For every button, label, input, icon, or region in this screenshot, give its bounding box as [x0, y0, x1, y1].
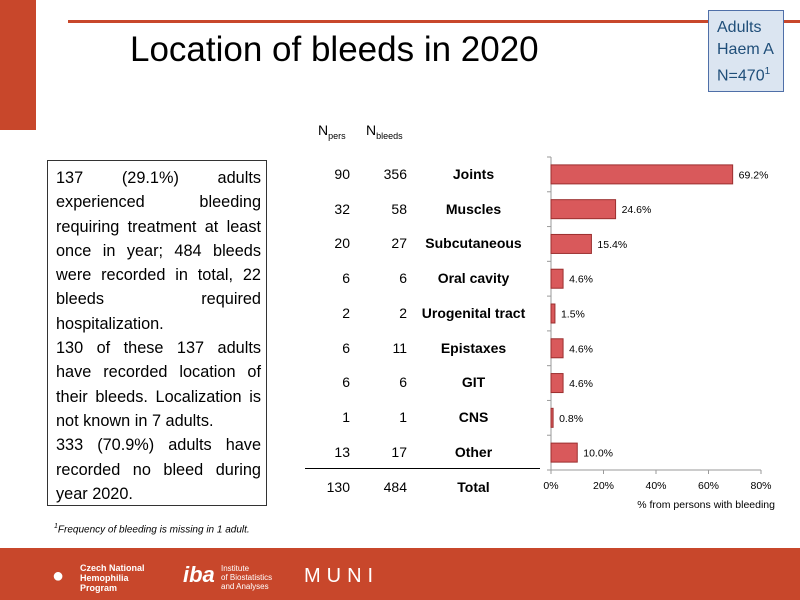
location-cell: CNS	[458, 409, 489, 425]
location-cell: Muscles	[445, 201, 502, 217]
data-label: 1.5%	[561, 309, 585, 321]
npers-cell: 1	[342, 409, 350, 425]
x-axis-title: % from persons with bleeding	[637, 499, 775, 511]
summary-box: 137 (29.1%) adults experienced bleeding …	[47, 160, 267, 506]
nbleeds-cell: 11	[392, 340, 407, 356]
summary-paragraph: 137 (29.1%) adults experienced bleeding …	[56, 169, 261, 333]
location-cell: Other	[454, 444, 493, 460]
location-cell: Oral cavity	[437, 270, 510, 286]
nbleeds-cell: 6	[399, 270, 407, 286]
table-total-row: 130 484 Total	[305, 479, 540, 501]
badge-line-3: N=4701	[717, 61, 783, 87]
data-label: 24.6%	[622, 204, 652, 216]
table-row: 2 2 Urogenital tract	[305, 305, 540, 327]
npers-header-main: N	[318, 122, 329, 138]
bar	[550, 199, 617, 220]
logo-line: and Analyses	[221, 582, 269, 591]
data-label: 4.6%	[569, 378, 593, 390]
location-cell: Urogenital tract	[421, 305, 526, 321]
nbleeds-cell: 1	[399, 409, 407, 425]
x-tick-label: 40%	[645, 480, 666, 492]
x-tick-label: 20%	[593, 480, 614, 492]
nbleeds-cell: 6	[399, 374, 407, 390]
data-label: 15.4%	[597, 239, 627, 251]
column-header-nbleeds: Nbleeds	[366, 122, 403, 141]
badge-footnote-mark: 1	[764, 66, 771, 77]
nbleeds-cell: 17	[391, 444, 407, 460]
bar	[550, 338, 564, 359]
nbleeds-cell: 2	[399, 305, 407, 321]
npers-header-sub: pers	[328, 130, 346, 141]
location-cell: Epistaxes	[440, 340, 507, 356]
logo-line: Hemophilia	[80, 573, 129, 583]
iba-wordmark: iba	[183, 562, 215, 587]
npers-cell: 6	[342, 340, 350, 356]
logo-line: Czech National	[80, 563, 145, 573]
nbleeds-cell: 27	[391, 235, 407, 251]
npers-cell: 2	[342, 305, 350, 321]
logo-line: Program	[80, 583, 118, 593]
location-cell: Subcutaneous	[425, 235, 522, 251]
table-row: 90 356 Joints	[305, 166, 540, 188]
bleed-location-bar-chart: 69.2% 24.6% 15.4% 4.6% 1.5% 4.6% 4.6% 0.8% 10.0%…	[543, 156, 775, 511]
npers-cell: 20	[334, 235, 350, 251]
bar	[550, 373, 564, 394]
total-nbleeds-cell: 484	[383, 479, 407, 495]
footnote-mark: 1	[54, 523, 58, 530]
table-row: 32 58 Muscles	[305, 201, 540, 223]
table-row: 6 6 GIT	[305, 374, 540, 396]
total-label-cell: Total	[457, 479, 490, 495]
nbleeds-header-sub: bleeds	[376, 130, 403, 141]
x-tick-label: 60%	[698, 480, 719, 492]
table-row: 1 1 CNS	[305, 409, 540, 431]
npers-cell: 90	[334, 166, 350, 182]
npers-cell: 32	[334, 201, 350, 217]
data-label: 0.8%	[559, 413, 583, 425]
bar	[550, 233, 592, 254]
total-npers-cell: 130	[326, 479, 350, 495]
table-row: 20 27 Subcutaneous	[305, 235, 540, 257]
location-cell: GIT	[461, 374, 486, 390]
data-label: 69.2%	[739, 169, 769, 181]
total-divider	[305, 468, 540, 469]
npers-cell: 6	[342, 270, 350, 286]
badge-line-2: Haem A	[717, 41, 774, 58]
location-cell: Joints	[452, 166, 495, 182]
summary-paragraph: 333 (70.9%) adults have recorded no blee…	[56, 436, 261, 503]
summary-paragraph: 130 of these 137 adults have recorded lo…	[56, 339, 261, 430]
nbleeds-cell: 356	[383, 166, 407, 182]
nbleeds-cell: 58	[391, 201, 407, 217]
data-label: 4.6%	[569, 274, 593, 286]
npers-cell: 13	[334, 444, 350, 460]
muni-logo: MUNI	[304, 565, 380, 587]
logo-line: Institute	[221, 564, 250, 573]
bar	[550, 164, 734, 185]
logo-line: of Biostatistics	[221, 573, 273, 582]
data-label: 4.6%	[569, 343, 593, 355]
column-header-npers: Npers	[318, 122, 346, 141]
badge-line-1: Adults	[717, 19, 762, 36]
table-row: 6 6 Oral cavity	[305, 270, 540, 292]
bar	[550, 442, 578, 463]
nbleeds-header-main: N	[366, 122, 377, 138]
data-label: 10.0%	[583, 448, 613, 460]
table-row: 6 11 Epistaxes	[305, 340, 540, 362]
bar	[550, 268, 564, 289]
cohort-badge: Adults Haem A N=4701	[708, 10, 784, 92]
x-tick-label: 80%	[750, 480, 771, 492]
table-row: 13 17 Other	[305, 444, 540, 466]
bar	[550, 407, 554, 428]
footer-bar	[0, 548, 800, 600]
bar	[550, 303, 556, 324]
x-tick-label: 0%	[543, 480, 558, 492]
side-accent-bar	[0, 0, 36, 130]
badge-count: N=470	[717, 67, 765, 85]
footnote: 1Frequency of bleeding is missing in 1 a…	[54, 523, 250, 535]
footnote-text: Frequency of bleeding is missing in 1 ad…	[57, 524, 250, 536]
molecule-icon: ●	[52, 565, 65, 587]
title-rule	[68, 20, 800, 23]
slide-title: Location of bleeds in 2020	[130, 30, 539, 69]
npers-cell: 6	[342, 374, 350, 390]
